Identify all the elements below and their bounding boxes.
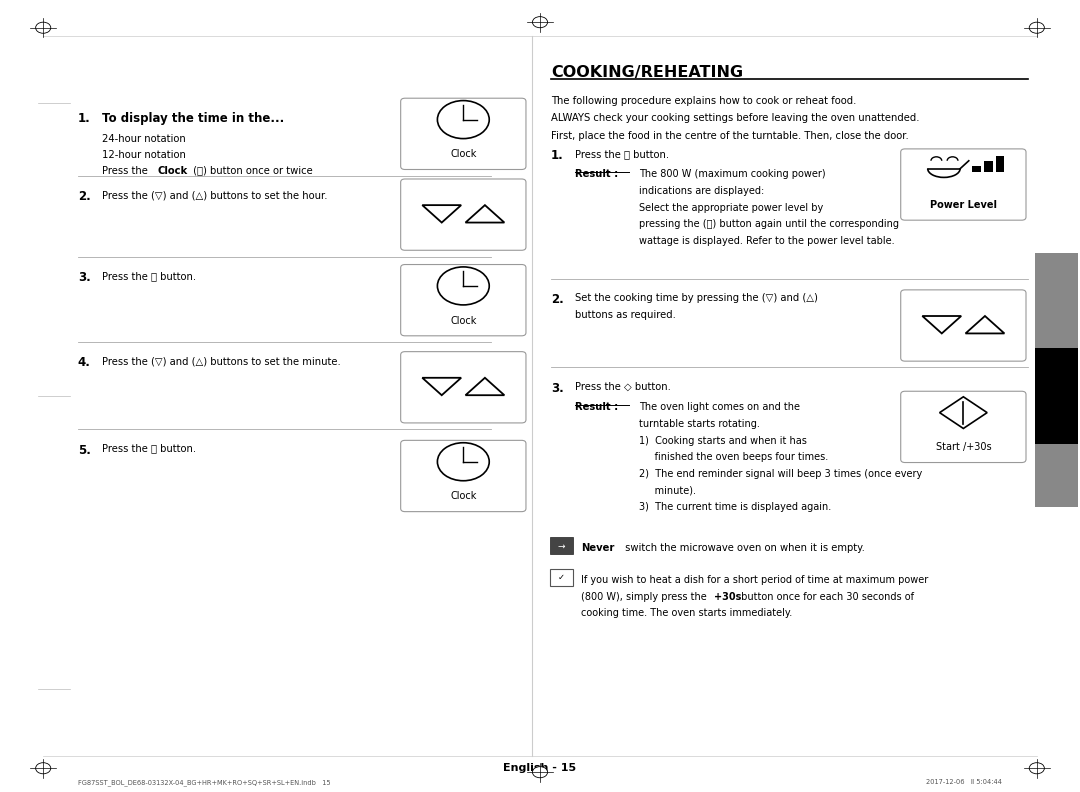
Text: Result :: Result : [575, 169, 618, 180]
Text: Press the (▽) and (△) buttons to set the minute.: Press the (▽) and (△) buttons to set the… [102, 356, 340, 367]
Text: wattage is displayed. Refer to the power level table.: wattage is displayed. Refer to the power… [639, 236, 895, 246]
Text: 1)  Cooking starts and when it has: 1) Cooking starts and when it has [639, 436, 807, 446]
Text: Press the ⏰ button.: Press the ⏰ button. [102, 271, 195, 281]
Text: Start /+30s: Start /+30s [935, 442, 991, 452]
Text: 1.: 1. [78, 112, 91, 125]
Text: 5.: 5. [78, 444, 91, 456]
FancyBboxPatch shape [901, 391, 1026, 463]
Text: button once for each 30 seconds of: button once for each 30 seconds of [739, 592, 914, 602]
Circle shape [1029, 763, 1044, 774]
Text: 1.: 1. [551, 149, 564, 162]
Text: (⏰) button once or twice: (⏰) button once or twice [190, 166, 313, 176]
Text: 3.: 3. [551, 382, 564, 394]
Text: Set the cooking time by pressing the (▽) and (△): Set the cooking time by pressing the (▽)… [575, 293, 818, 303]
Text: English - 15: English - 15 [503, 763, 577, 773]
Text: 04  OVEN USE: 04 OVEN USE [1052, 353, 1061, 407]
FancyBboxPatch shape [901, 149, 1026, 220]
FancyBboxPatch shape [901, 290, 1026, 361]
Text: pressing the (⌛) button again until the corresponding: pressing the (⌛) button again until the … [639, 219, 900, 230]
Text: Clock: Clock [450, 491, 476, 501]
Text: Press the: Press the [102, 166, 150, 176]
Text: →: → [558, 541, 565, 550]
Text: Result :: Result : [575, 402, 618, 413]
Text: minute).: minute). [639, 485, 697, 496]
FancyBboxPatch shape [401, 440, 526, 512]
FancyBboxPatch shape [1035, 348, 1078, 444]
Circle shape [532, 767, 548, 778]
Circle shape [532, 17, 548, 28]
Text: The oven light comes on and the: The oven light comes on and the [639, 402, 800, 413]
FancyBboxPatch shape [401, 265, 526, 336]
Bar [972, 166, 981, 172]
Bar [996, 156, 1004, 172]
Text: ✓: ✓ [558, 573, 565, 582]
Circle shape [36, 22, 51, 33]
Text: 4.: 4. [78, 356, 91, 369]
FancyBboxPatch shape [401, 98, 526, 169]
Text: finished the oven beeps four times.: finished the oven beeps four times. [639, 452, 828, 463]
Circle shape [437, 443, 489, 481]
Circle shape [437, 267, 489, 305]
FancyBboxPatch shape [401, 352, 526, 423]
Text: 2.: 2. [551, 293, 564, 306]
Text: indications are displayed:: indications are displayed: [639, 186, 765, 196]
Text: Clock: Clock [450, 315, 476, 326]
Text: 12-hour notation: 12-hour notation [102, 150, 186, 160]
Text: The following procedure explains how to cook or reheat food.: The following procedure explains how to … [551, 96, 856, 106]
FancyBboxPatch shape [550, 537, 573, 554]
Text: (800 W), simply press the: (800 W), simply press the [581, 592, 710, 602]
Text: 3.: 3. [78, 271, 91, 284]
Text: Clock: Clock [450, 149, 476, 159]
Text: COOKING/REHEATING: COOKING/REHEATING [551, 65, 743, 80]
Text: ALWAYS check your cooking settings before leaving the oven unattended.: ALWAYS check your cooking settings befor… [551, 113, 919, 124]
FancyBboxPatch shape [1035, 253, 1078, 507]
Text: Press the ⏰ button.: Press the ⏰ button. [102, 444, 195, 454]
Text: If you wish to heat a dish for a short period of time at maximum power: If you wish to heat a dish for a short p… [581, 575, 929, 585]
Text: Never: Never [581, 543, 615, 554]
Circle shape [437, 101, 489, 139]
Text: switch the microwave oven on when it is empty.: switch the microwave oven on when it is … [622, 543, 865, 554]
Text: +30s: +30s [715, 592, 742, 602]
Circle shape [36, 763, 51, 774]
Text: turntable starts rotating.: turntable starts rotating. [639, 419, 760, 429]
Text: Clock: Clock [158, 166, 188, 176]
Text: First, place the food in the centre of the turntable. Then, close the door.: First, place the food in the centre of t… [551, 131, 908, 141]
Text: Press the ⌛ button.: Press the ⌛ button. [575, 149, 669, 159]
Text: 2.: 2. [78, 190, 91, 203]
Text: 24-hour notation: 24-hour notation [102, 134, 186, 144]
Text: cooking time. The oven starts immediately.: cooking time. The oven starts immediatel… [581, 608, 793, 619]
Text: buttons as required.: buttons as required. [575, 310, 675, 321]
Circle shape [1029, 22, 1044, 33]
FancyBboxPatch shape [401, 179, 526, 250]
Text: Press the (▽) and (△) buttons to set the hour.: Press the (▽) and (△) buttons to set the… [102, 190, 327, 200]
Bar [984, 161, 993, 172]
Text: FG87SST_BOL_DE68-03132X-04_BG+HR+MK+RO+SQ+SR+SL+EN.indb   15: FG87SST_BOL_DE68-03132X-04_BG+HR+MK+RO+S… [78, 779, 330, 786]
FancyBboxPatch shape [550, 569, 573, 586]
Text: 3)  The current time is displayed again.: 3) The current time is displayed again. [639, 502, 832, 512]
Text: 2017-12-06   Ⅱ 5:04:44: 2017-12-06 Ⅱ 5:04:44 [927, 779, 1002, 786]
Text: Power Level: Power Level [930, 200, 997, 210]
Text: The 800 W (maximum cooking power): The 800 W (maximum cooking power) [639, 169, 826, 180]
Text: 2)  The end reminder signal will beep 3 times (once every: 2) The end reminder signal will beep 3 t… [639, 469, 922, 479]
Text: To display the time in the...: To display the time in the... [102, 112, 284, 125]
Text: Press the ◇ button.: Press the ◇ button. [575, 382, 671, 392]
Text: Select the appropriate power level by: Select the appropriate power level by [639, 203, 824, 213]
